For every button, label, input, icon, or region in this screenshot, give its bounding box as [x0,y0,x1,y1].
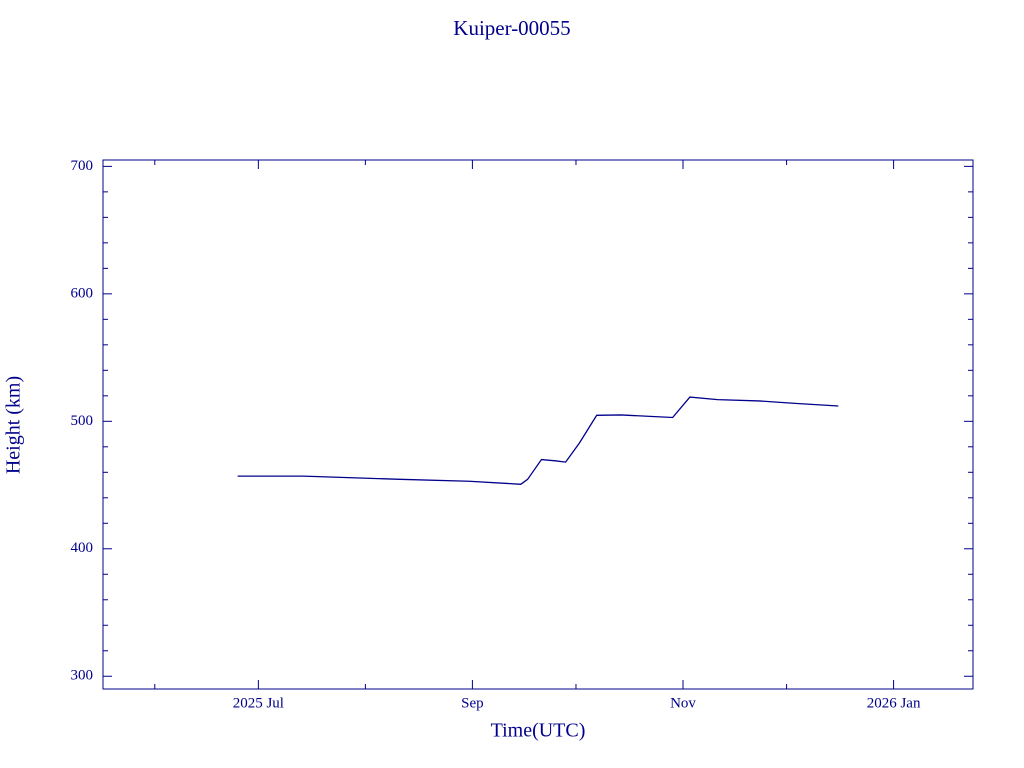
y-tick-label: 700 [71,158,94,174]
y-tick-label: 500 [71,413,94,429]
x-tick-label: Nov [670,695,696,711]
y-tick-label: 400 [71,540,94,556]
y-tick-label: 600 [71,285,94,301]
chart-title: Kuiper-00055 [453,16,570,40]
plot-frame [102,159,974,690]
y-tick-label: 300 [71,668,94,684]
x-axis-label: Time(UTC) [491,720,586,742]
data-line [237,396,839,485]
x-tick-label: 2026 Jan [867,695,921,711]
x-tick-label: 2025 Jul [233,695,284,711]
y-axis-label: Height (km) [3,376,25,474]
x-tick-label: Sep [461,695,484,711]
